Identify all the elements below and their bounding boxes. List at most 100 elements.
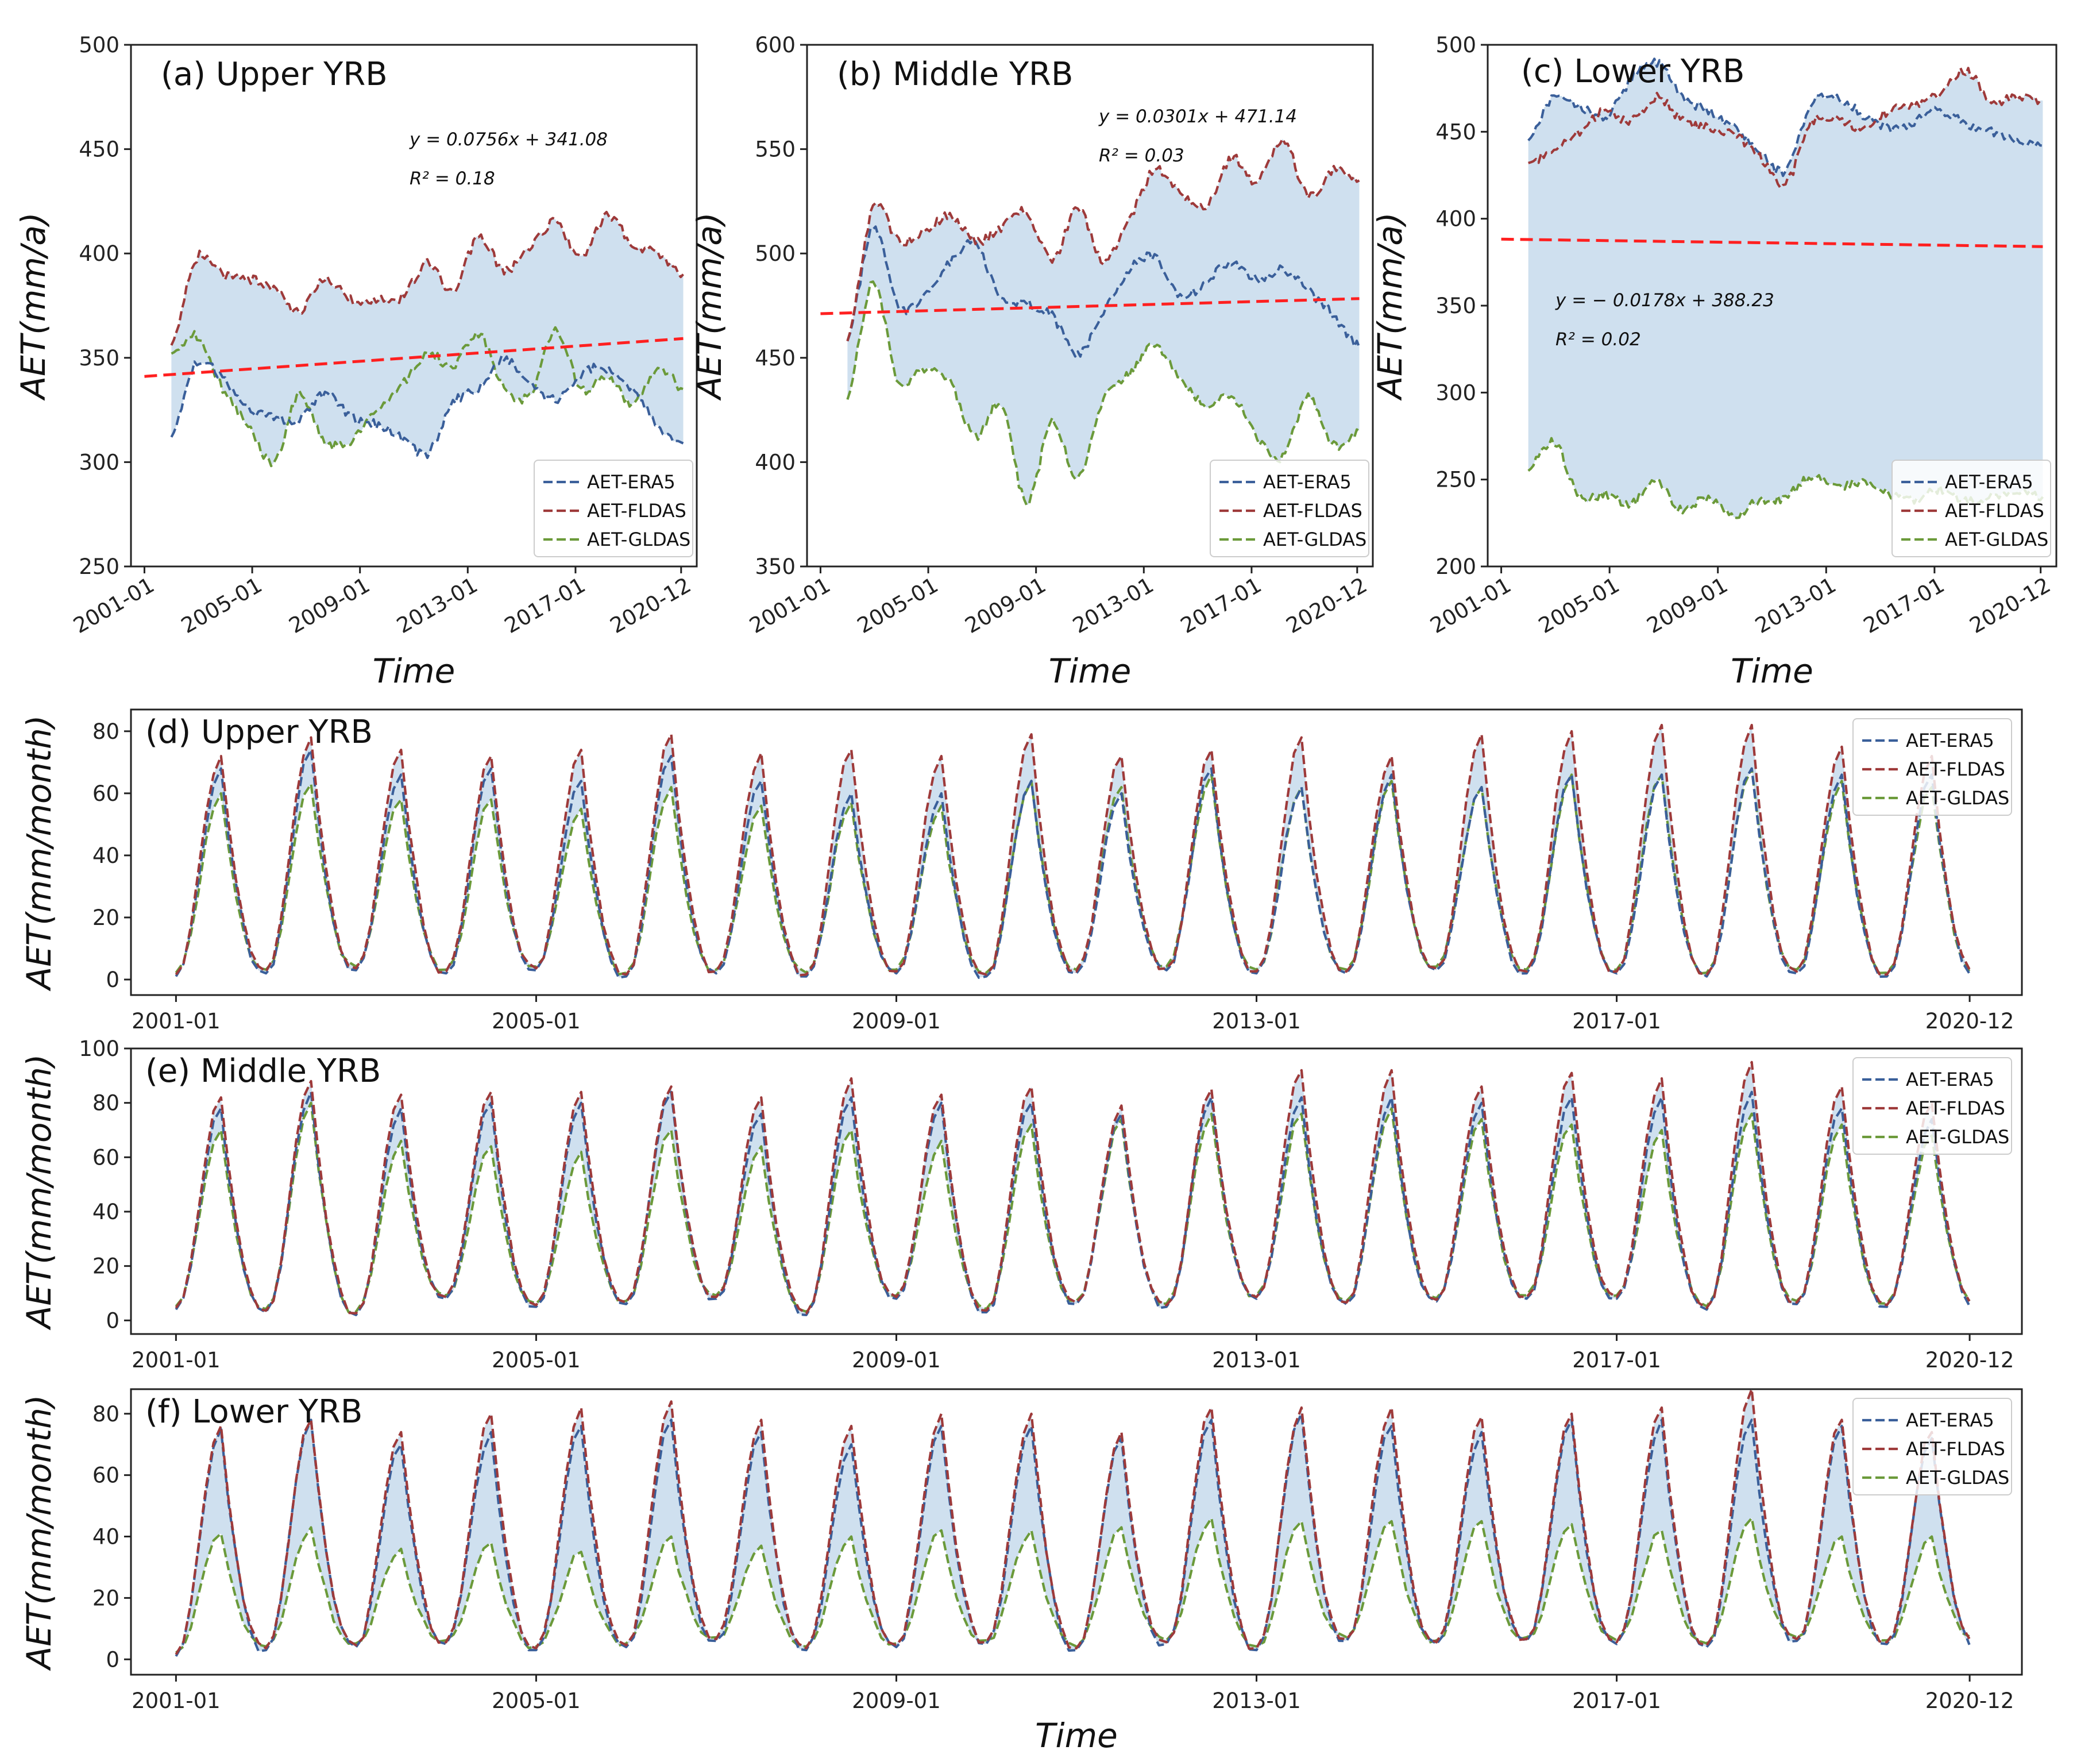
panel-a-upper-yrb-annual: 250 300 350 400 450 500 2001-01 2005-01 2009-01 2…: [14, 33, 698, 691]
series-line-aet-gldas-b: [846, 280, 1360, 507]
y-axis-label-f: AET(mm/month): [20, 1395, 59, 1672]
xtick-label-d: 2005-01: [492, 1009, 581, 1034]
series-line-aet-fldas-b: [846, 137, 1360, 342]
ytick-label-f: 80: [92, 1402, 119, 1427]
legend-d: AET-ERA5 AET-FLDAS AET-GLDAS: [1852, 718, 2012, 816]
series-line-aet-era5-f: [175, 1412, 1971, 1657]
legend-box-a: [534, 460, 693, 557]
xtick-label-d: 2017-01: [1572, 1009, 1661, 1034]
plot-area-f: [175, 1389, 1971, 1657]
panel-f-lower-yrb-monthly: 0 20 40 60 80 2001-01 2005-01 2009-01 2013-01 201…: [20, 1388, 2023, 1755]
trend-line-c: [1501, 237, 2043, 248]
ytick-label-a: 250: [79, 554, 119, 579]
xtick-label-a: 2009-01: [285, 573, 374, 639]
ytick-label-c: 400: [1435, 207, 1476, 232]
y-axis-label-e: AET(mm/month): [20, 1054, 59, 1331]
ytick-label-c: 200: [1435, 554, 1476, 579]
legend-box-d: [1852, 718, 2012, 816]
ytick-label-d: 80: [92, 719, 119, 744]
xtick-label-e: 2005-01: [492, 1348, 581, 1373]
ytick-label-e: 20: [92, 1254, 119, 1279]
xtick-label-b: 2020-12: [1282, 573, 1371, 639]
panel-title-d: (d) Upper YRB: [145, 714, 373, 751]
xtick-label-c: 2009-01: [1643, 573, 1732, 639]
legend-box-c: [1891, 460, 2051, 557]
regression-equation-a: y = 0.0756x + 341.08: [409, 129, 608, 150]
xtick-label-c: 2013-01: [1751, 573, 1840, 639]
uncertainty-envelope-a: [171, 212, 684, 467]
ytick-label-b: 500: [755, 241, 796, 266]
legend-box-f: [1852, 1398, 2012, 1495]
ytick-label-e: 40: [92, 1200, 119, 1224]
xtick-label-b: 2013-01: [1068, 573, 1157, 639]
legend-label-aet-gldas: AET-GLDAS: [1906, 787, 2009, 809]
ytick-label-c: 450: [1435, 119, 1476, 144]
ytick-label-a: 300: [79, 450, 119, 475]
uncertainty-envelope-b: [847, 138, 1360, 506]
legend-e: AET-ERA5 AET-FLDAS AET-GLDAS: [1852, 1057, 2012, 1155]
ytick-label-f: 60: [92, 1463, 119, 1488]
x-axis-label-b: Time: [1049, 651, 1132, 691]
ytick-label-a: 450: [79, 137, 119, 162]
xtick-label-a: 2005-01: [177, 573, 266, 639]
r-squared-b: R² = 0.03: [1099, 145, 1184, 166]
panel-title-e: (e) Middle YRB: [145, 1053, 381, 1090]
ytick-label-e: 0: [106, 1308, 119, 1333]
series-line-aet-fldas-f: [175, 1389, 1971, 1655]
trend-line-a: [144, 337, 684, 378]
xtick-label-c: 2001-01: [1426, 573, 1515, 639]
ytick-label-b: 550: [755, 137, 796, 162]
ytick-label-f: 0: [106, 1647, 119, 1672]
legend-label-aet-gldas: AET-GLDAS: [1906, 1467, 2009, 1489]
x-axis-label-c: Time: [1731, 651, 1813, 691]
plot-area-a: [144, 210, 685, 468]
plot-area-d: [175, 723, 1971, 979]
xtick-label-e: 2009-01: [852, 1348, 941, 1373]
xtick-label-b: 2005-01: [853, 573, 942, 639]
ytick-label-d: 0: [106, 967, 119, 992]
axes-frame-f: [130, 1388, 2023, 1676]
trend-line-b: [820, 297, 1360, 315]
legend-label-aet-gldas: AET-GLDAS: [587, 529, 690, 550]
xtick-label-b: 2001-01: [746, 573, 835, 639]
xtick-label-f: 2017-01: [1572, 1688, 1661, 1713]
series-line-aet-era5-b: [846, 225, 1361, 358]
plot-area-b: [820, 137, 1361, 507]
series-line-aet-gldas-e: [175, 1101, 1971, 1313]
xtick-label-a: 2017-01: [500, 573, 589, 639]
y-axis-label-c: AET(mm/a): [1371, 212, 1410, 401]
xtick-label-d: 2020-12: [1925, 1009, 2014, 1034]
ytick-label-c: 500: [1435, 33, 1476, 57]
regression-equation-b: y = 0.0301x + 471.14: [1098, 106, 1297, 127]
ytick-label-b: 450: [755, 346, 796, 371]
uncertainty-envelope-c: [1528, 59, 2043, 518]
xtick-label-f: 2005-01: [492, 1688, 581, 1713]
legend-label-aet-era5: AET-ERA5: [1906, 1069, 1994, 1090]
series-line-aet-era5-a: [170, 354, 684, 460]
legend-label-aet-era5: AET-ERA5: [1263, 471, 1352, 493]
series-line-aet-fldas-e: [175, 1061, 1971, 1315]
plot-area-c: [1501, 57, 2044, 519]
ytick-label-d: 60: [92, 781, 119, 806]
xtick-label-d: 2013-01: [1212, 1009, 1301, 1034]
plot-area-e: [175, 1061, 1971, 1316]
xtick-label-e: 2013-01: [1212, 1348, 1301, 1373]
ytick-label-d: 40: [92, 843, 119, 868]
x-axis-label-f: Time: [1035, 1716, 1118, 1755]
xtick-label-e: 2020-12: [1925, 1348, 2014, 1373]
ytick-label-a: 350: [79, 346, 119, 371]
xtick-label-f: 2009-01: [852, 1688, 941, 1713]
xtick-label-a: 2020-12: [606, 573, 695, 639]
x-axis-label-a: Time: [373, 651, 455, 691]
xtick-label-a: 2001-01: [70, 573, 159, 639]
panel-title-f: (f) Lower YRB: [145, 1393, 362, 1431]
panel-d-upper-yrb-monthly: 0 20 40 60 80 2001-01 2005-01 2009-01 2013-01 201…: [20, 708, 2023, 1034]
r-squared-c: R² = 0.02: [1555, 329, 1641, 350]
xtick-label-c: 2020-12: [1966, 573, 2055, 639]
uncertainty-envelope-f: [176, 1389, 1970, 1656]
axes-frame-a: [130, 44, 698, 568]
legend-label-aet-gldas: AET-GLDAS: [1906, 1126, 2009, 1148]
legend-f: AET-ERA5 AET-FLDAS AET-GLDAS: [1852, 1398, 2012, 1495]
axes-frame-b: [806, 44, 1374, 568]
